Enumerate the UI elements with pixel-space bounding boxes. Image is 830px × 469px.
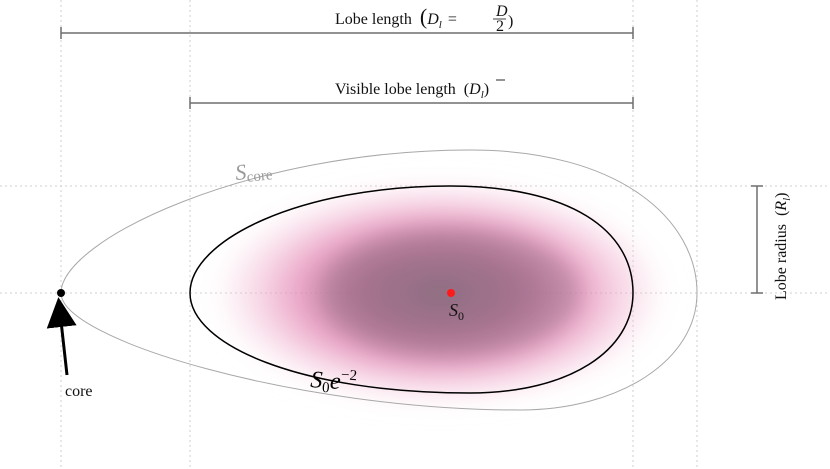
- lobe-length-close-paren: ): [508, 13, 513, 30]
- inner-contour-s0e-2: [189, 185, 634, 394]
- core-point: [57, 289, 65, 297]
- lobe-radius-label: Lobe radius (Rl): [773, 193, 793, 300]
- lobe-radius-dimension: [751, 185, 763, 294]
- lobe-length-fraction-den: 2: [496, 18, 504, 35]
- lobe-length-dimension: [60, 27, 634, 39]
- outer-contour-s-core: [60, 149, 698, 411]
- s0-label: S0: [449, 300, 464, 323]
- center-point-s0: [447, 289, 455, 297]
- visible-lobe-length-dimension: [189, 97, 634, 109]
- visible-lobe-length-label: Visible lobe length (Dl): [335, 81, 489, 101]
- s-core-label: Score: [234, 156, 274, 187]
- s0e-2-label: S0e−2: [309, 365, 357, 398]
- core-label: core: [65, 383, 93, 400]
- vertical-guides: [60, 0, 698, 469]
- core-arrow: [46, 297, 77, 376]
- lobe-length-fraction-num: D: [495, 3, 508, 20]
- lobe-length-label: Lobe length (Dl =: [335, 4, 457, 31]
